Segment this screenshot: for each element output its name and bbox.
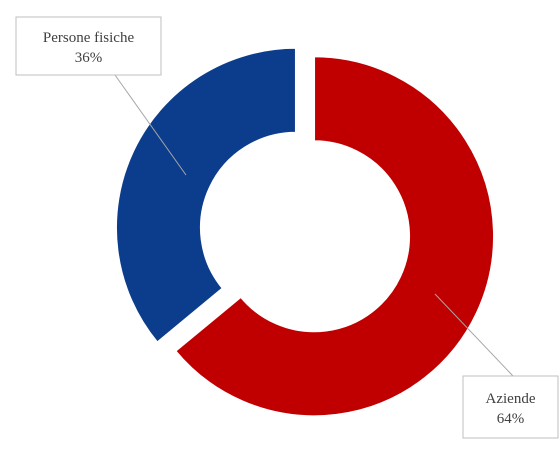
label-box-persone-fisiche xyxy=(16,17,161,75)
label-category-aziende: Aziende xyxy=(486,391,536,407)
slice-persone-fisiche xyxy=(116,48,296,343)
slices-group xyxy=(116,48,494,417)
label-value-persone-fisiche: 36% xyxy=(75,50,103,66)
label-category-persone-fisiche: Persone fisiche xyxy=(43,30,135,46)
label-box-aziende xyxy=(463,376,558,438)
label-value-aziende: 64% xyxy=(497,411,525,427)
